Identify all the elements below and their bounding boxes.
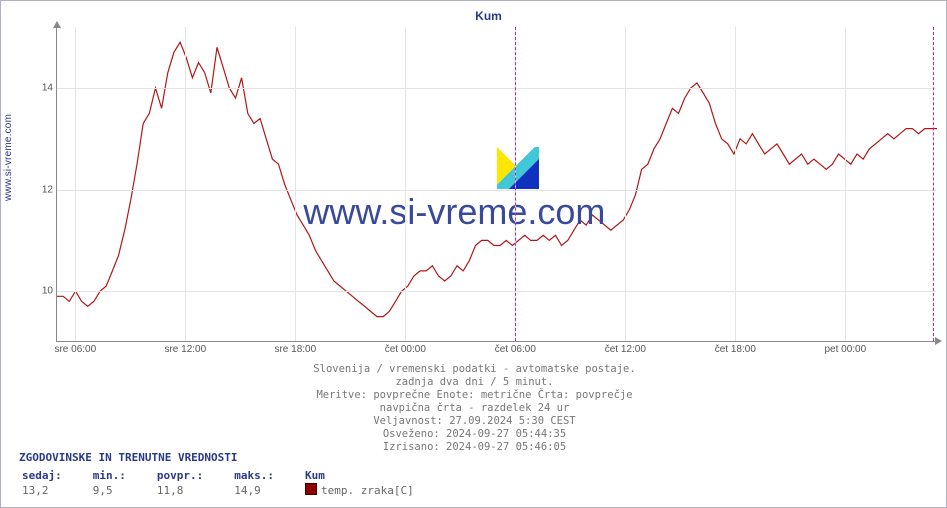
meta-line: zadnja dva dni / 5 minut. [1, 376, 947, 389]
label-sedaj: sedaj: [22, 469, 62, 482]
ytick-label: 12 [35, 184, 53, 195]
footer-block: ZGODOVINSKE IN TRENUTNE VREDNOSTI sedaj:… [19, 450, 444, 501]
xtick-label: čet 12:00 [605, 344, 646, 355]
meta-line: Meritve: povprečne Enote: metrične Črta:… [1, 389, 947, 402]
meta-line: navpična črta - razdelek 24 ur [1, 402, 947, 415]
footer-title: ZGODOVINSKE IN TRENUTNE VREDNOSTI [19, 450, 444, 465]
meta-line: Osveženo: 2024-09-27 05:44:35 [1, 428, 947, 441]
gridline-v [75, 27, 76, 341]
xtick-label: čet 00:00 [385, 344, 426, 355]
xtick-label: čet 18:00 [715, 344, 756, 355]
label-station: Kum [305, 469, 325, 482]
gridline-v [735, 27, 736, 341]
gridline-h [57, 291, 936, 292]
xtick-label: čet 06:00 [495, 344, 536, 355]
xtick-label: pet 00:00 [824, 344, 866, 355]
gridline-v [845, 27, 846, 341]
chart-container: www.si-vreme.com Kum www.si-vreme.com 10… [0, 0, 947, 508]
meta-line: Slovenija / vremenski podatki - avtomats… [1, 363, 947, 376]
day-marker [515, 27, 516, 341]
xtick-label: sre 06:00 [54, 344, 96, 355]
day-marker [933, 27, 934, 341]
legend-entry: temp. zraka[C] [305, 484, 414, 497]
chart-area: Kum www.si-vreme.com 101214sre 06:00sre … [36, 9, 941, 359]
value-min: 9,5 [93, 484, 113, 497]
value-sedaj: 13,2 [22, 484, 49, 497]
label-min: min.: [93, 469, 126, 482]
gridline-h [57, 88, 936, 89]
gridline-h [57, 190, 936, 191]
ytick-label: 14 [35, 82, 53, 93]
gridline-v [295, 27, 296, 341]
label-maks: maks.: [234, 469, 274, 482]
xtick-label: sre 12:00 [164, 344, 206, 355]
gridline-v [625, 27, 626, 341]
meta-line: Veljavnost: 27.09.2024 5:30 CEST [1, 415, 947, 428]
ytick-label: 10 [35, 286, 53, 297]
legend-swatch-icon [305, 483, 317, 495]
plot-region: www.si-vreme.com 101214sre 06:00sre 12:0… [56, 27, 936, 342]
watermark-text: www.si-vreme.com [303, 191, 605, 233]
meta-block: Slovenija / vremenski podatki - avtomats… [1, 363, 947, 454]
chart-title: Kum [36, 9, 941, 23]
value-maks: 14,9 [234, 484, 261, 497]
gridline-v [185, 27, 186, 341]
watermark-logo-icon [497, 147, 539, 189]
legend-label: temp. zraka[C] [321, 484, 414, 497]
gridline-v [405, 27, 406, 341]
credit-vertical: www.si-vreme.com [3, 114, 14, 201]
label-povpr: povpr.: [157, 469, 203, 482]
xtick-label: sre 18:00 [274, 344, 316, 355]
value-povpr: 11,8 [157, 484, 184, 497]
